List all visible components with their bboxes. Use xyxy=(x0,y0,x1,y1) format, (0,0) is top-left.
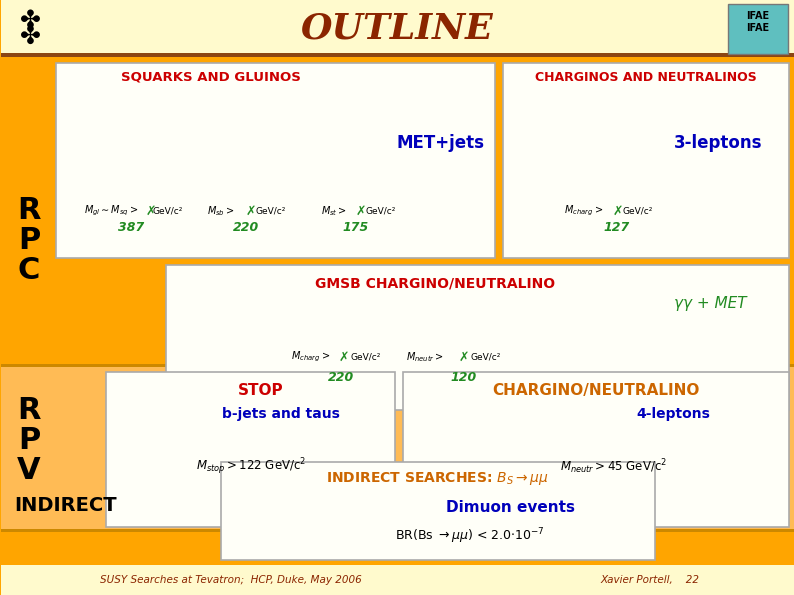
Text: $M_{gl}{\sim}M_{sq}>$: $M_{gl}{\sim}M_{sq}>$ xyxy=(83,204,138,218)
Bar xyxy=(56,63,495,258)
Text: ✤: ✤ xyxy=(21,8,41,33)
Text: GMSB CHARGINO/NEUTRALINO: GMSB CHARGINO/NEUTRALINO xyxy=(315,276,556,290)
Bar xyxy=(1,367,794,532)
Text: P: P xyxy=(17,425,40,455)
Text: GeV/c²: GeV/c² xyxy=(365,206,395,215)
Text: $M_{st}>$: $M_{st}>$ xyxy=(321,204,346,218)
Bar xyxy=(166,265,789,410)
Text: IFAE: IFAE xyxy=(746,23,769,33)
Text: P: P xyxy=(17,226,40,255)
Text: 127: 127 xyxy=(603,221,630,233)
Text: $M_{neutr}>$: $M_{neutr}>$ xyxy=(407,350,445,364)
Text: $M_{charg}>$: $M_{charg}>$ xyxy=(564,204,603,218)
Text: R: R xyxy=(17,196,40,224)
Text: SUSY Searches at Tevatron;  HCP, Duke, May 2006: SUSY Searches at Tevatron; HCP, Duke, Ma… xyxy=(100,575,361,585)
Bar xyxy=(1,529,794,532)
Text: CHARGINO/NEUTRALINO: CHARGINO/NEUTRALINO xyxy=(492,383,700,397)
Bar xyxy=(1,57,794,367)
Bar xyxy=(221,462,655,560)
Text: GeV/c²: GeV/c² xyxy=(470,352,500,362)
Text: $M_{stop} > 122\ \mathrm{GeV/c}^2$: $M_{stop} > 122\ \mathrm{GeV/c}^2$ xyxy=(195,457,306,477)
Text: ✗: ✗ xyxy=(458,350,468,364)
Text: SQUARKS AND GLUINOS: SQUARKS AND GLUINOS xyxy=(121,70,301,83)
Bar xyxy=(1,53,794,57)
Text: Xavier Portell,    22: Xavier Portell, 22 xyxy=(601,575,700,585)
Text: γγ + MET: γγ + MET xyxy=(674,296,746,311)
Text: ✗: ✗ xyxy=(145,205,156,218)
Bar xyxy=(1,565,794,595)
Bar xyxy=(728,4,788,54)
Text: ✗: ✗ xyxy=(613,205,623,218)
Text: MET+jets: MET+jets xyxy=(396,134,484,152)
Text: $M_{neutr} > 45\ \mathrm{GeV/c}^2$: $M_{neutr} > 45\ \mathrm{GeV/c}^2$ xyxy=(560,458,667,477)
Bar xyxy=(1,532,794,595)
Text: b-jets and taus: b-jets and taus xyxy=(222,407,340,421)
Text: ✤: ✤ xyxy=(21,24,41,49)
Text: GeV/c²: GeV/c² xyxy=(350,352,380,362)
Bar xyxy=(1,364,794,367)
Text: OUTLINE: OUTLINE xyxy=(301,11,494,45)
Text: 220: 220 xyxy=(233,221,259,233)
Text: $M_{sb}>$: $M_{sb}>$ xyxy=(207,204,234,218)
Bar xyxy=(1,0,794,57)
Text: V: V xyxy=(17,456,40,484)
Text: GeV/c²: GeV/c² xyxy=(623,206,653,215)
Text: 3-leptons: 3-leptons xyxy=(674,134,762,152)
Text: INDIRECT SEARCHES: $B_S \rightarrow \mu\mu$: INDIRECT SEARCHES: $B_S \rightarrow \mu\… xyxy=(326,469,549,487)
Text: CHARGINOS AND NEUTRALINOS: CHARGINOS AND NEUTRALINOS xyxy=(535,70,757,83)
Text: GeV/c²: GeV/c² xyxy=(256,206,286,215)
Text: IFAE: IFAE xyxy=(746,11,769,21)
Text: Dimuon events: Dimuon events xyxy=(446,500,575,515)
Text: 175: 175 xyxy=(342,221,368,233)
Text: BR(Bs $\rightarrow \mu\mu$) < 2.0$\cdot$10$^{-7}$: BR(Bs $\rightarrow \mu\mu$) < 2.0$\cdot$… xyxy=(395,526,545,546)
Text: ✗: ✗ xyxy=(338,350,349,364)
Text: STOP: STOP xyxy=(238,383,283,397)
Text: 220: 220 xyxy=(327,371,353,384)
Text: 4-leptons: 4-leptons xyxy=(636,407,710,421)
Text: $M_{charg}>$: $M_{charg}>$ xyxy=(291,350,330,364)
Text: ✗: ✗ xyxy=(245,205,256,218)
Text: 387: 387 xyxy=(118,221,144,233)
Bar xyxy=(503,63,789,258)
Bar xyxy=(106,372,395,527)
Text: 120: 120 xyxy=(450,371,476,384)
Text: R: R xyxy=(17,396,40,424)
Text: ✗: ✗ xyxy=(355,205,366,218)
Text: GeV/c²: GeV/c² xyxy=(152,206,183,215)
Bar xyxy=(403,372,789,527)
Text: C: C xyxy=(17,255,40,284)
Text: INDIRECT: INDIRECT xyxy=(14,496,118,515)
